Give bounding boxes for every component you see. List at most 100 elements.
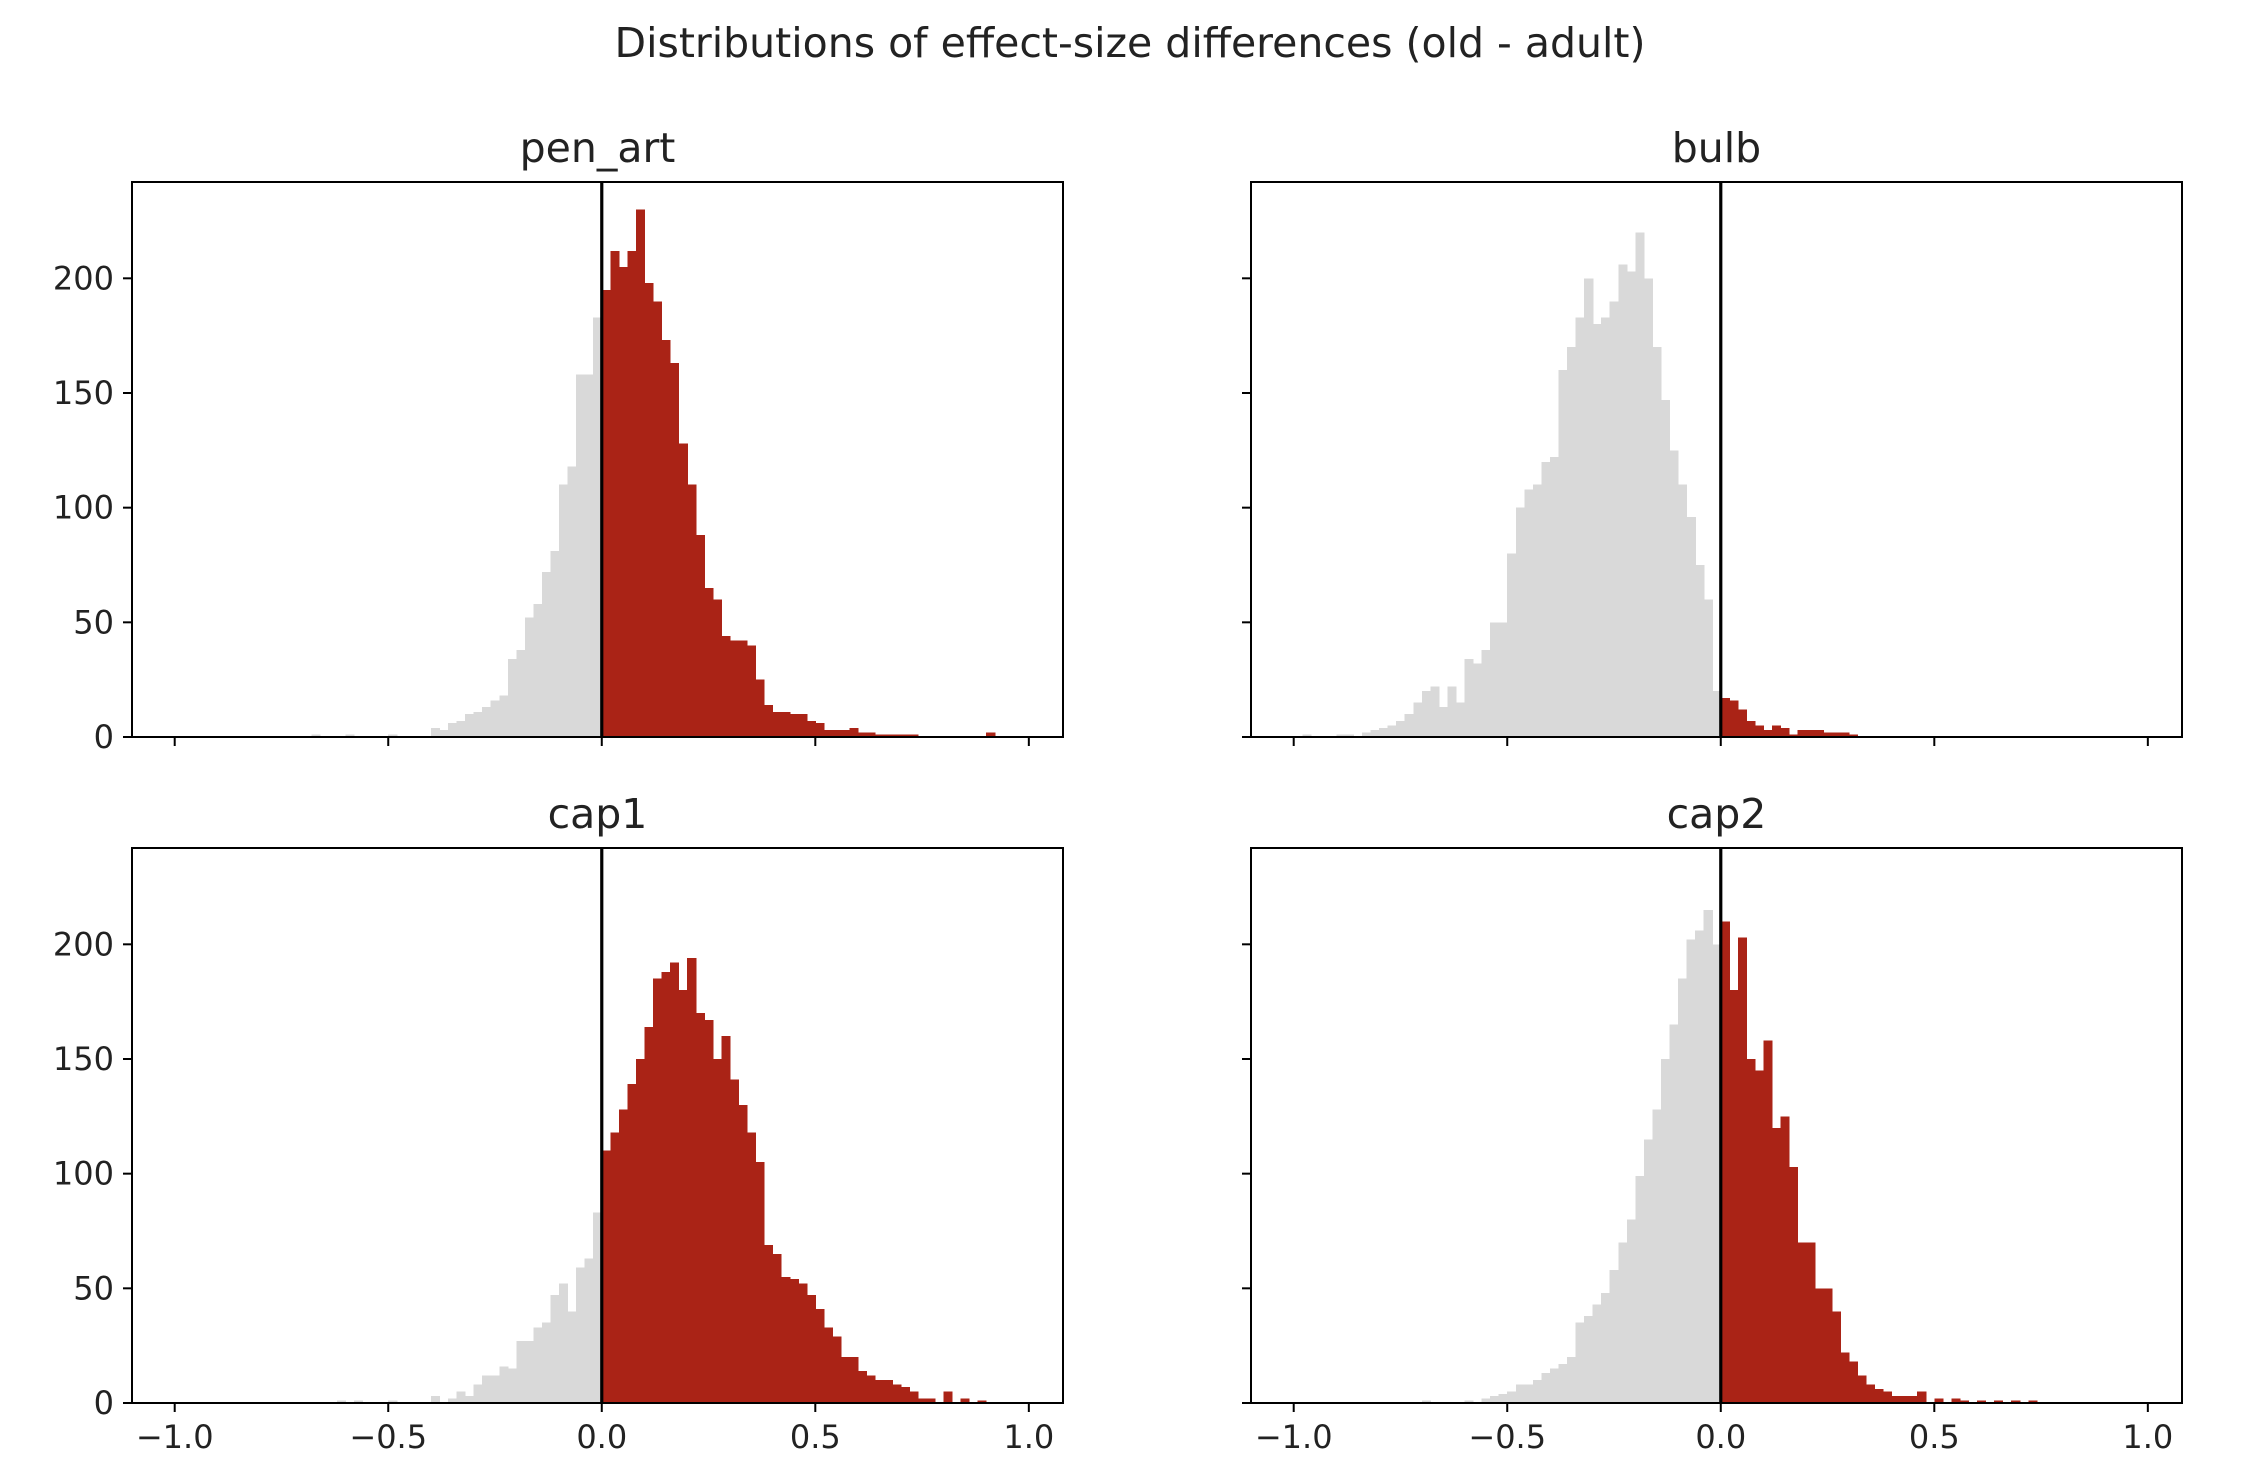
histogram-bar: [1686, 516, 1696, 737]
histogram-bar: [1652, 1109, 1662, 1403]
x-tick-label: 1.0: [1003, 1418, 1054, 1456]
histogram-bar: [1686, 939, 1696, 1403]
histogram-bar: [567, 466, 577, 737]
histogram-bar: [1532, 484, 1542, 737]
histogram-bar: [1618, 264, 1628, 737]
histogram-bar: [789, 1279, 799, 1403]
histogram-bar: [1908, 1396, 1918, 1403]
histogram-bar: [986, 732, 996, 737]
histogram-bar: [1840, 732, 1850, 737]
histogram-bar: [892, 1384, 902, 1403]
histogram-bar: [1498, 622, 1508, 737]
histogram-bar: [1865, 1384, 1876, 1403]
histogram-bar: [1524, 489, 1534, 737]
histogram-bar: [840, 1357, 851, 1403]
histogram-bar: [1302, 734, 1312, 737]
histogram-bar: [482, 1375, 492, 1403]
histogram-bar: [559, 1283, 569, 1403]
histogram-bar: [644, 1026, 654, 1403]
histogram-bar: [1720, 698, 1730, 737]
panel-title: bulb: [1672, 124, 1761, 172]
histogram-bar: [806, 720, 816, 737]
histogram-bar: [465, 714, 475, 737]
histogram-bar: [1549, 1368, 1560, 1403]
histogram-bar: [1720, 921, 1730, 1403]
panel-bulb: bulb: [1242, 124, 2183, 746]
histogram-bar: [1746, 1058, 1756, 1403]
panel-title: cap1: [548, 790, 648, 838]
figure-title: Distributions of effect-size differences…: [615, 19, 1646, 67]
histogram-bar: [909, 1391, 919, 1403]
histogram-bar: [1712, 691, 1722, 737]
y-tick-label: 150: [53, 1040, 114, 1078]
histogram-bar: [618, 266, 628, 737]
histogram-bar: [823, 1327, 833, 1403]
histogram-bar: [1507, 553, 1517, 737]
histogram-bar: [576, 374, 586, 737]
histogram-bar: [1626, 271, 1636, 737]
x-tick-label: 0.0: [576, 1418, 627, 1456]
histogram-bar: [430, 1396, 441, 1403]
histogram-bar: [1404, 714, 1414, 737]
histogram-bar: [584, 1258, 594, 1403]
histogram-bar: [849, 1357, 859, 1403]
histogram-bar: [1344, 734, 1355, 737]
histogram-bar: [1763, 730, 1773, 737]
histogram-bar: [875, 734, 885, 737]
histogram-bar: [1831, 732, 1841, 737]
histogram-bar: [1438, 707, 1449, 737]
histogram-bar: [858, 1370, 868, 1403]
histogram-bar: [1797, 1242, 1807, 1403]
histogram-bar: [1515, 507, 1525, 737]
histogram-bar: [1558, 370, 1568, 737]
histogram-bar: [1754, 725, 1765, 737]
histogram-bar: [1874, 1389, 1884, 1403]
y-tick-label: 200: [53, 259, 114, 297]
y-tick-label: 200: [53, 925, 114, 963]
histogram-bar: [738, 640, 748, 737]
histogram-bar: [541, 571, 552, 737]
histogram-bar: [1814, 730, 1824, 737]
histogram-bar: [661, 971, 671, 1403]
histogram-bar: [1994, 1400, 2004, 1403]
histogram-bar: [781, 711, 791, 737]
histogram-bar: [448, 723, 458, 737]
histogram-bar: [627, 250, 637, 738]
panel-cap2: cap2 −1.0 −0.5 0.0 0.5 1.0: [1242, 790, 2183, 1456]
histogram-bar: [490, 700, 500, 737]
histogram-bar: [516, 1341, 526, 1403]
histogram-bar: [1823, 732, 1833, 737]
histogram-bar: [1643, 278, 1654, 737]
histogram-bar: [439, 730, 449, 737]
histogram-bar: [653, 301, 663, 737]
histogram-bar: [755, 679, 765, 737]
axes-frame: [131, 181, 1064, 738]
histogram-bar: [1780, 727, 1790, 737]
histogram-bar: [1490, 1396, 1500, 1403]
histogram-bar: [1455, 702, 1466, 737]
histogram-bar: [1806, 730, 1816, 737]
histogram-bar: [1917, 1391, 1927, 1403]
histogram-bar: [755, 1162, 765, 1403]
histogram-bar: [849, 727, 859, 737]
histogram-bar: [1584, 278, 1594, 737]
histogram-bar: [524, 617, 535, 737]
histogram-bar: [883, 1380, 893, 1403]
histogram-bar: [1789, 1166, 1799, 1403]
histogram-bar: [1558, 1364, 1568, 1403]
histogram-bar: [430, 727, 441, 737]
histogram-bar: [618, 1109, 628, 1403]
histogram-bar: [1609, 1269, 1619, 1403]
histogram-bars: [1302, 232, 1859, 737]
histogram-bar: [823, 730, 833, 737]
histogram-bar: [1754, 1070, 1765, 1403]
histogram-bar: [926, 1398, 936, 1403]
histogram-bar: [729, 1079, 740, 1403]
histogram-bar: [524, 1341, 535, 1403]
histogram-bar: [1481, 649, 1491, 737]
histogram-bars: [1421, 909, 2038, 1403]
histogram-bar: [601, 289, 611, 737]
histogram-bar: [1669, 450, 1679, 737]
histogram-bar: [490, 1375, 500, 1403]
histogram-bar: [1746, 720, 1756, 737]
